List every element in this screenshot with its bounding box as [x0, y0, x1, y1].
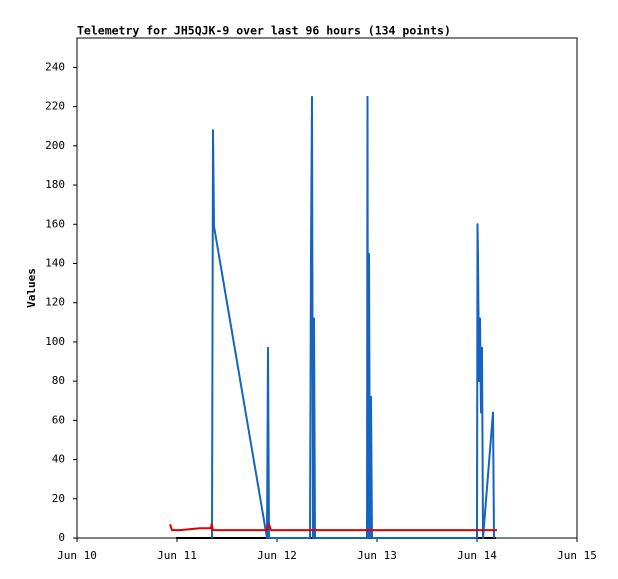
plot-frame [76, 37, 578, 539]
x-tick-label: Jun 11 [157, 549, 197, 562]
y-tick-label: 60 [52, 413, 65, 426]
x-tick-label: Jun 12 [257, 549, 297, 562]
x-tick-label: Jun 15 [557, 549, 597, 562]
y-tick-label: 200 [45, 139, 65, 152]
y-tick-label: 40 [52, 453, 65, 466]
y-tick-label: 100 [45, 335, 65, 348]
y-tick-label: 80 [52, 374, 65, 387]
y-tick-label: 160 [45, 217, 65, 230]
series-line [169, 523, 497, 532]
y-tick-label: 180 [45, 178, 65, 191]
x-tick-label: Jun 13 [357, 549, 397, 562]
y-tick-label: 240 [45, 60, 65, 73]
x-tick-label: Jun 14 [457, 549, 497, 562]
x-tick-label: Jun 10 [57, 549, 97, 562]
y-tick-label: 20 [52, 492, 65, 505]
y-tick-label: 220 [45, 100, 65, 113]
y-tick-label: 0 [58, 531, 65, 544]
y-tick-label: 140 [45, 256, 65, 269]
y-axis-label: Values [25, 268, 38, 308]
series-line [211, 95, 495, 539]
y-tick-label: 120 [45, 296, 65, 309]
chart-title: Telemetry for JH5QJK-9 over last 96 hour… [77, 24, 451, 38]
